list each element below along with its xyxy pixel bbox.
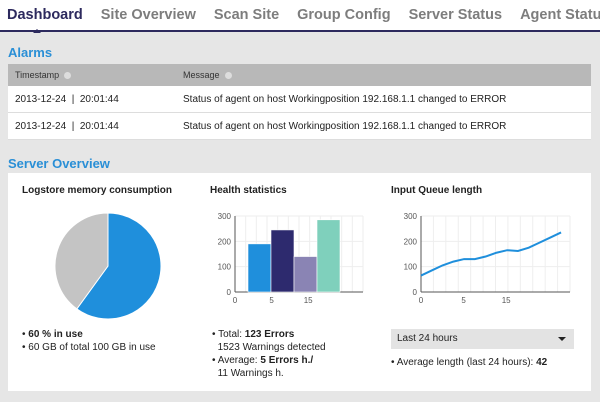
y-tick-label: 0 bbox=[227, 288, 232, 297]
x-tick-label: 0 bbox=[419, 296, 424, 305]
server-overview-panel: Logstore memory consumption • 60 % in us… bbox=[8, 173, 591, 391]
main-tabs: Dashboard Site Overview Scan Site Group … bbox=[0, 0, 600, 33]
column-message[interactable]: Message bbox=[183, 70, 232, 80]
health-bar-chart: 0 100 200 300 0 5 15 bbox=[218, 212, 364, 305]
health-bar bbox=[270, 229, 295, 293]
server-overview-title: Server Overview bbox=[8, 156, 110, 171]
column-label: Timestamp bbox=[15, 70, 60, 80]
health-bar bbox=[293, 256, 318, 293]
memory-percent: 60 % in use bbox=[28, 329, 83, 340]
memory-pie-chart bbox=[54, 212, 162, 320]
average-length-value: 42 bbox=[536, 357, 548, 368]
y-tick-label: 200 bbox=[404, 237, 418, 246]
table-header: Timestamp Message bbox=[8, 64, 591, 86]
column-timestamp[interactable]: Timestamp bbox=[8, 70, 183, 80]
total-warnings: 1523 Warnings detected bbox=[217, 342, 326, 353]
tab-scan-site[interactable]: Scan Site bbox=[213, 7, 280, 23]
total-label: Total: bbox=[218, 329, 245, 340]
queue-line-chart: 0 100 200 300 0 5 15 bbox=[404, 212, 571, 305]
y-tick-label: 0 bbox=[413, 288, 418, 297]
tab-group-config[interactable]: Group Config bbox=[297, 7, 391, 23]
y-tick-label: 100 bbox=[404, 263, 418, 272]
timestamp-cell: 2013-12-24 | 20:01:44 bbox=[15, 93, 119, 105]
sort-icon[interactable] bbox=[64, 72, 72, 80]
memory-title: Logstore memory consumption bbox=[22, 185, 173, 196]
table-row[interactable]: 2013-12-24 | 20:01:44 Status of agent on … bbox=[8, 113, 591, 140]
x-tick-label: 15 bbox=[502, 296, 511, 305]
average-label: Average: bbox=[217, 355, 261, 366]
average-errors: 5 Errors h./ bbox=[260, 355, 314, 366]
tab-dashboard[interactable]: Dashboard bbox=[7, 7, 83, 33]
queue-average: • Average length (last 24 hours): 42 bbox=[391, 357, 548, 368]
pie-slice-free bbox=[54, 212, 109, 310]
y-tick-label: 300 bbox=[404, 212, 418, 221]
time-range-value: Last 24 hours bbox=[397, 333, 458, 344]
health-bar bbox=[247, 243, 272, 293]
average-length-label: Average length (last 24 hours): bbox=[396, 357, 537, 368]
health-title: Health statistics bbox=[210, 185, 287, 196]
message-cell: Status of agent on host Workingposition … bbox=[183, 93, 507, 105]
table-row[interactable]: 2013-12-24 | 20:01:44 Status of agent on … bbox=[8, 86, 591, 113]
y-tick-label: 300 bbox=[218, 212, 232, 221]
health-summary: • Total: 123 Errors 1523 Warnings detect… bbox=[212, 329, 326, 379]
x-tick-label: 5 bbox=[269, 296, 274, 305]
queue-line bbox=[420, 231, 562, 277]
y-tick-label: 200 bbox=[218, 237, 232, 246]
health-bar bbox=[316, 219, 341, 293]
alarms-title: Alarms bbox=[8, 45, 53, 60]
y-tick-label: 100 bbox=[218, 263, 232, 272]
tab-server-status[interactable]: Server Status bbox=[408, 7, 503, 23]
x-tick-label: 15 bbox=[304, 296, 313, 305]
column-label: Message bbox=[183, 70, 220, 80]
alarms-table: Timestamp Message 2013-12-24 | 20:01:44 S… bbox=[8, 64, 591, 140]
message-cell: Status of agent on host Workingposition … bbox=[183, 120, 507, 132]
queue-title: Input Queue length bbox=[391, 185, 483, 196]
x-tick-label: 0 bbox=[233, 296, 238, 305]
tab-site-overview[interactable]: Site Overview bbox=[100, 7, 196, 23]
memory-total: 60 GB of total 100 GB in use bbox=[28, 342, 156, 353]
tab-agent-status[interactable]: Agent Status bbox=[520, 7, 600, 23]
pie-slice-used bbox=[76, 212, 162, 320]
sort-icon[interactable] bbox=[224, 72, 232, 80]
memory-usage: • 60 % in use • 60 GB of total 100 GB in … bbox=[22, 329, 156, 353]
total-errors: 123 Errors bbox=[244, 329, 295, 340]
average-warnings: 11 Warnings h. bbox=[217, 368, 284, 379]
chevron-down-icon bbox=[558, 337, 566, 345]
time-range-select[interactable]: Last 24 hours bbox=[391, 329, 574, 349]
timestamp-cell: 2013-12-24 | 20:01:44 bbox=[15, 120, 119, 132]
x-tick-label: 5 bbox=[461, 296, 466, 305]
